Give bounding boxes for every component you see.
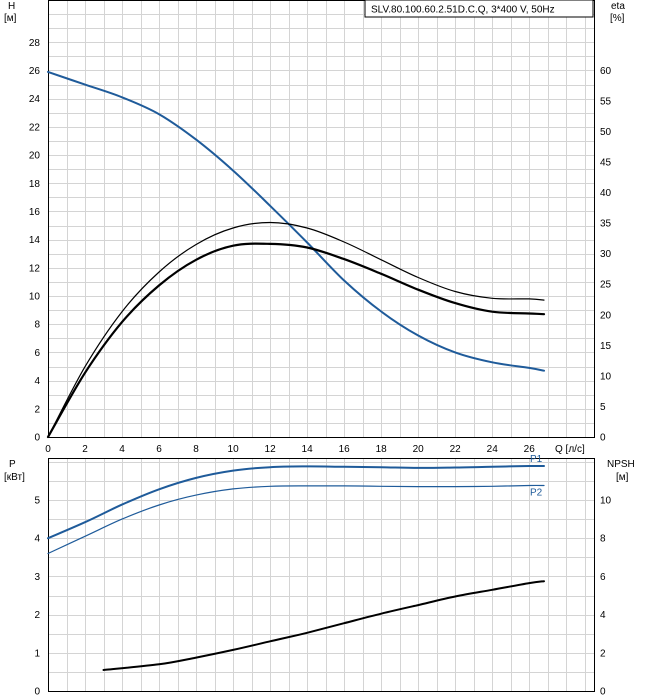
eta-tick-label: 40 <box>600 188 612 199</box>
eta-tick-label: 0 <box>600 433 606 444</box>
power-tick-label: 3 <box>34 572 40 583</box>
npsh-tick-label: 4 <box>600 610 606 621</box>
power-axis-title: P <box>9 459 16 470</box>
head-tick-label: 18 <box>29 179 41 190</box>
head-tick-label: 16 <box>29 207 41 218</box>
power-tick-label: 2 <box>34 610 40 621</box>
flow-tick-label: 4 <box>119 444 125 455</box>
head-tick-label: 4 <box>34 376 40 387</box>
head-tick-label: 12 <box>29 263 41 274</box>
eta-tick-label: 45 <box>600 157 612 168</box>
flow-tick-label: 8 <box>193 444 199 455</box>
flow-tick-label: 24 <box>487 444 499 455</box>
head-tick-label: 6 <box>34 348 40 359</box>
power-tick-label: 4 <box>34 534 40 545</box>
npsh-axis-unit: [м] <box>616 472 629 483</box>
head-tick-label: 22 <box>29 122 41 133</box>
head-axis-unit: [м] <box>4 13 17 24</box>
npsh-curve <box>102 580 545 671</box>
p2-power-curve <box>47 484 545 555</box>
npsh-axis-title: NPSH <box>607 459 635 470</box>
p1-series-label: P1 <box>530 454 543 465</box>
npsh-tick-label: 8 <box>600 534 606 545</box>
power-tick-label: 1 <box>34 648 40 659</box>
eta-tick-label: 50 <box>600 127 612 138</box>
efficiency-curve-thick <box>46 242 546 439</box>
flow-axis-title: Q [л/с] <box>555 444 585 455</box>
efficiency-curve-thin <box>47 221 545 438</box>
p2-series-label: P2 <box>530 488 543 499</box>
flow-tick-label: 10 <box>228 444 240 455</box>
head-tick-label: 20 <box>29 151 41 162</box>
npsh-tick-label: 6 <box>600 572 606 583</box>
head-efficiency-panel: 0246810121416182022242628051015202530354… <box>4 0 625 455</box>
head-tick-label: 28 <box>29 38 41 49</box>
power-axis-unit: [кВт] <box>4 472 25 483</box>
head-tick-label: 0 <box>34 433 40 444</box>
head-axis-title: H <box>8 1 15 12</box>
npsh-tick-label: 10 <box>600 496 612 507</box>
head-tick-label: 24 <box>29 94 41 105</box>
flow-tick-label: 22 <box>450 444 462 455</box>
eta-tick-label: 5 <box>600 402 606 413</box>
flow-tick-label: 2 <box>82 444 88 455</box>
flow-tick-label: 12 <box>265 444 277 455</box>
power-tick-label: 5 <box>34 496 40 507</box>
eta-tick-label: 55 <box>600 96 612 107</box>
head-tick-label: 14 <box>29 235 41 246</box>
flow-tick-label: 14 <box>302 444 314 455</box>
head-tick-label: 8 <box>34 320 40 331</box>
flow-tick-label: 6 <box>156 444 162 455</box>
eta-tick-label: 15 <box>600 341 612 352</box>
flow-tick-label: 16 <box>339 444 351 455</box>
eta-tick-label: 30 <box>600 249 612 260</box>
eta-tick-label: 35 <box>600 219 612 230</box>
head-tick-label: 10 <box>29 292 41 303</box>
flow-tick-label: 26 <box>524 444 536 455</box>
head-tick-label: 2 <box>34 404 40 415</box>
model-title-box: SLV.80.100.60.2.51D.C.Q, 3*400 V, 50Hz <box>364 0 594 18</box>
eta-tick-label: 25 <box>600 280 612 291</box>
chart-title: SLV.80.100.60.2.51D.C.Q, 3*400 V, 50Hz <box>371 5 555 16</box>
eta-axis-title: eta <box>611 1 625 12</box>
head-tick-label: 26 <box>29 66 41 77</box>
npsh-tick-label: 0 <box>600 687 606 698</box>
npsh-tick-label: 2 <box>600 648 606 659</box>
eta-tick-label: 20 <box>600 310 612 321</box>
power-npsh-panel: 0 1 2 3 4 5 0 2 4 6 8 10 P [кВт] NPSH [м] P1 P2 <box>4 454 635 697</box>
power-tick-label: 0 <box>34 687 40 698</box>
flow-tick-label: 18 <box>376 444 388 455</box>
p1-power-curve <box>47 464 545 540</box>
power-plot-frame <box>48 458 595 692</box>
head-curve <box>47 70 545 372</box>
eta-axis-unit: [%] <box>610 13 625 24</box>
flow-tick-label: 0 <box>45 444 51 455</box>
eta-tick-label: 10 <box>600 371 612 382</box>
head-plot-frame <box>48 0 595 438</box>
title-box-frame <box>364 0 594 18</box>
eta-tick-label: 60 <box>600 66 612 77</box>
flow-tick-label: 20 <box>413 444 425 455</box>
